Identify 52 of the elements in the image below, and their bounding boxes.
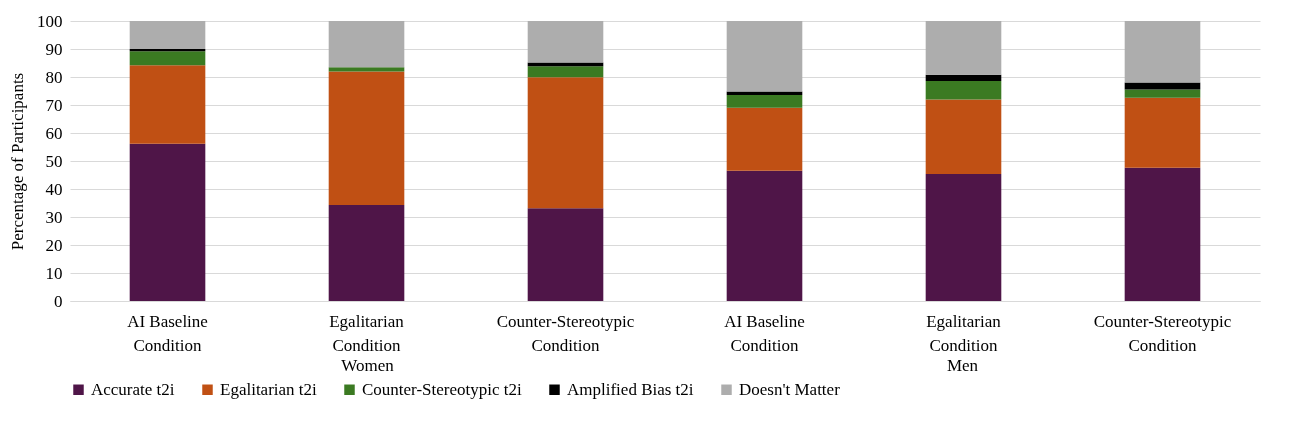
bar <box>925 21 1002 75</box>
legend-label: Amplified Bias t2i <box>567 379 694 399</box>
bar <box>1124 167 1201 301</box>
y-tick-label: 0 <box>54 291 63 311</box>
bar <box>328 204 405 301</box>
bar <box>129 51 206 66</box>
text: Men <box>946 356 979 375</box>
bar <box>129 143 206 301</box>
bar <box>129 65 206 144</box>
bar <box>726 107 803 171</box>
bar <box>527 77 604 209</box>
bar <box>328 71 405 205</box>
y-tick-label: 20 <box>45 235 63 255</box>
bar <box>1124 21 1201 83</box>
bar <box>328 67 405 72</box>
legend-label: Egalitarian t2i <box>220 379 318 399</box>
y-axis-title: Percentage of Participants <box>8 72 27 251</box>
bar <box>527 66 604 78</box>
y-tick-label: 60 <box>45 123 63 143</box>
bar <box>925 74 1002 81</box>
x-tick-label: Egalitarian Condition <box>926 311 1002 355</box>
bar <box>726 170 803 301</box>
y-tick-label: 50 <box>45 151 63 171</box>
text: Women <box>341 356 395 375</box>
x-tick-label: AI Baseline Condition <box>724 311 805 355</box>
y-tick-label: 40 <box>45 179 63 199</box>
y-tick-label: 90 <box>45 39 63 59</box>
y-tick-label: 10 <box>45 263 63 283</box>
bar <box>1124 89 1201 98</box>
bar <box>726 21 803 92</box>
bar <box>925 80 1002 100</box>
y-tick-label: 100 <box>37 11 63 31</box>
bar <box>925 99 1002 174</box>
bar <box>527 62 604 67</box>
x-tick-label: Counter-Stereotypic Condition <box>1093 311 1232 355</box>
bar <box>129 21 206 49</box>
y-tick-label: 30 <box>45 207 63 227</box>
y-tick-label: 70 <box>45 95 63 115</box>
y-tick-label: 80 <box>45 67 63 87</box>
legend-label: Counter-Stereotypic t2i <box>362 379 522 399</box>
bar <box>328 21 405 68</box>
legend-label: Accurate t2i <box>91 379 175 399</box>
x-tick-label: AI Baseline Condition <box>127 311 208 355</box>
bar <box>925 173 1002 301</box>
bar <box>1124 97 1201 168</box>
legend-label: Doesn't Matter <box>739 379 841 399</box>
bar <box>527 208 604 301</box>
x-tick-label: Egalitarian Condition <box>329 311 405 355</box>
bar <box>1124 82 1201 90</box>
bar <box>726 94 803 108</box>
x-tick-label: Counter-Stereotypic Condition <box>496 311 635 355</box>
bar <box>527 21 604 63</box>
